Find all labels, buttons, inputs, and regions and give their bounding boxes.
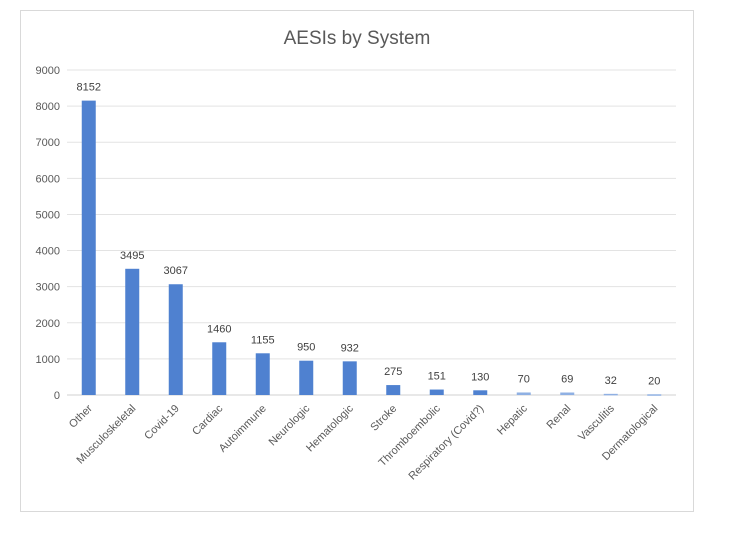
data-label: 20 bbox=[648, 375, 660, 387]
x-tick-label: Cardiac bbox=[190, 402, 226, 438]
y-tick-label: 8000 bbox=[36, 101, 60, 113]
data-label: 8152 bbox=[77, 82, 101, 94]
bar bbox=[299, 360, 314, 395]
bar bbox=[212, 342, 227, 395]
y-tick-label: 9000 bbox=[36, 65, 60, 77]
x-tick-label: Stroke bbox=[368, 403, 399, 434]
x-tick-label: Hematologic bbox=[304, 402, 356, 454]
bar bbox=[81, 100, 96, 395]
x-tick-label: Respiratory (Covid?) bbox=[407, 403, 487, 483]
data-label: 151 bbox=[428, 371, 446, 383]
bar bbox=[429, 389, 444, 395]
x-tick-label: Renal bbox=[545, 403, 574, 432]
y-tick-label: 5000 bbox=[36, 209, 60, 221]
data-label: 3067 bbox=[164, 265, 188, 277]
chart-frame bbox=[20, 10, 694, 512]
y-tick-label: 1000 bbox=[36, 354, 60, 366]
bar bbox=[168, 284, 183, 395]
bar bbox=[647, 394, 662, 396]
data-label: 932 bbox=[341, 342, 359, 354]
x-tick-label: Hepatic bbox=[495, 402, 530, 437]
y-tick-label: 2000 bbox=[36, 318, 60, 330]
data-label: 70 bbox=[518, 373, 530, 385]
y-tick-label: 7000 bbox=[36, 137, 60, 149]
y-tick-label: 4000 bbox=[36, 246, 60, 258]
bar bbox=[603, 393, 618, 396]
data-label: 1460 bbox=[207, 323, 231, 335]
bar bbox=[386, 385, 401, 395]
x-tick-label: Other bbox=[67, 402, 95, 430]
data-label: 3495 bbox=[120, 250, 144, 262]
y-tick-label: 0 bbox=[54, 390, 60, 402]
bar bbox=[473, 390, 488, 395]
data-label: 130 bbox=[471, 371, 489, 383]
x-tick-label: Neurologic bbox=[267, 402, 313, 448]
data-label: 32 bbox=[605, 375, 617, 387]
data-label: 69 bbox=[561, 374, 573, 386]
x-tick-label: Covid-19 bbox=[142, 403, 182, 443]
y-tick-label: 3000 bbox=[36, 282, 60, 294]
bar bbox=[516, 392, 531, 395]
data-label: 950 bbox=[297, 342, 315, 354]
data-label: 1155 bbox=[251, 334, 275, 346]
chart-title: AESIs by System bbox=[284, 28, 431, 49]
gridlines: 0 1000 2000 3000 4000 5000 6000 7000 8000 9000 bbox=[36, 65, 676, 402]
bar bbox=[125, 268, 140, 395]
bar bbox=[255, 353, 270, 395]
bar bbox=[560, 392, 575, 395]
x-tick-label: Vasculitis bbox=[576, 402, 617, 443]
data-label: 275 bbox=[384, 366, 402, 378]
bar bbox=[342, 361, 357, 395]
y-tick-label: 6000 bbox=[36, 173, 60, 185]
